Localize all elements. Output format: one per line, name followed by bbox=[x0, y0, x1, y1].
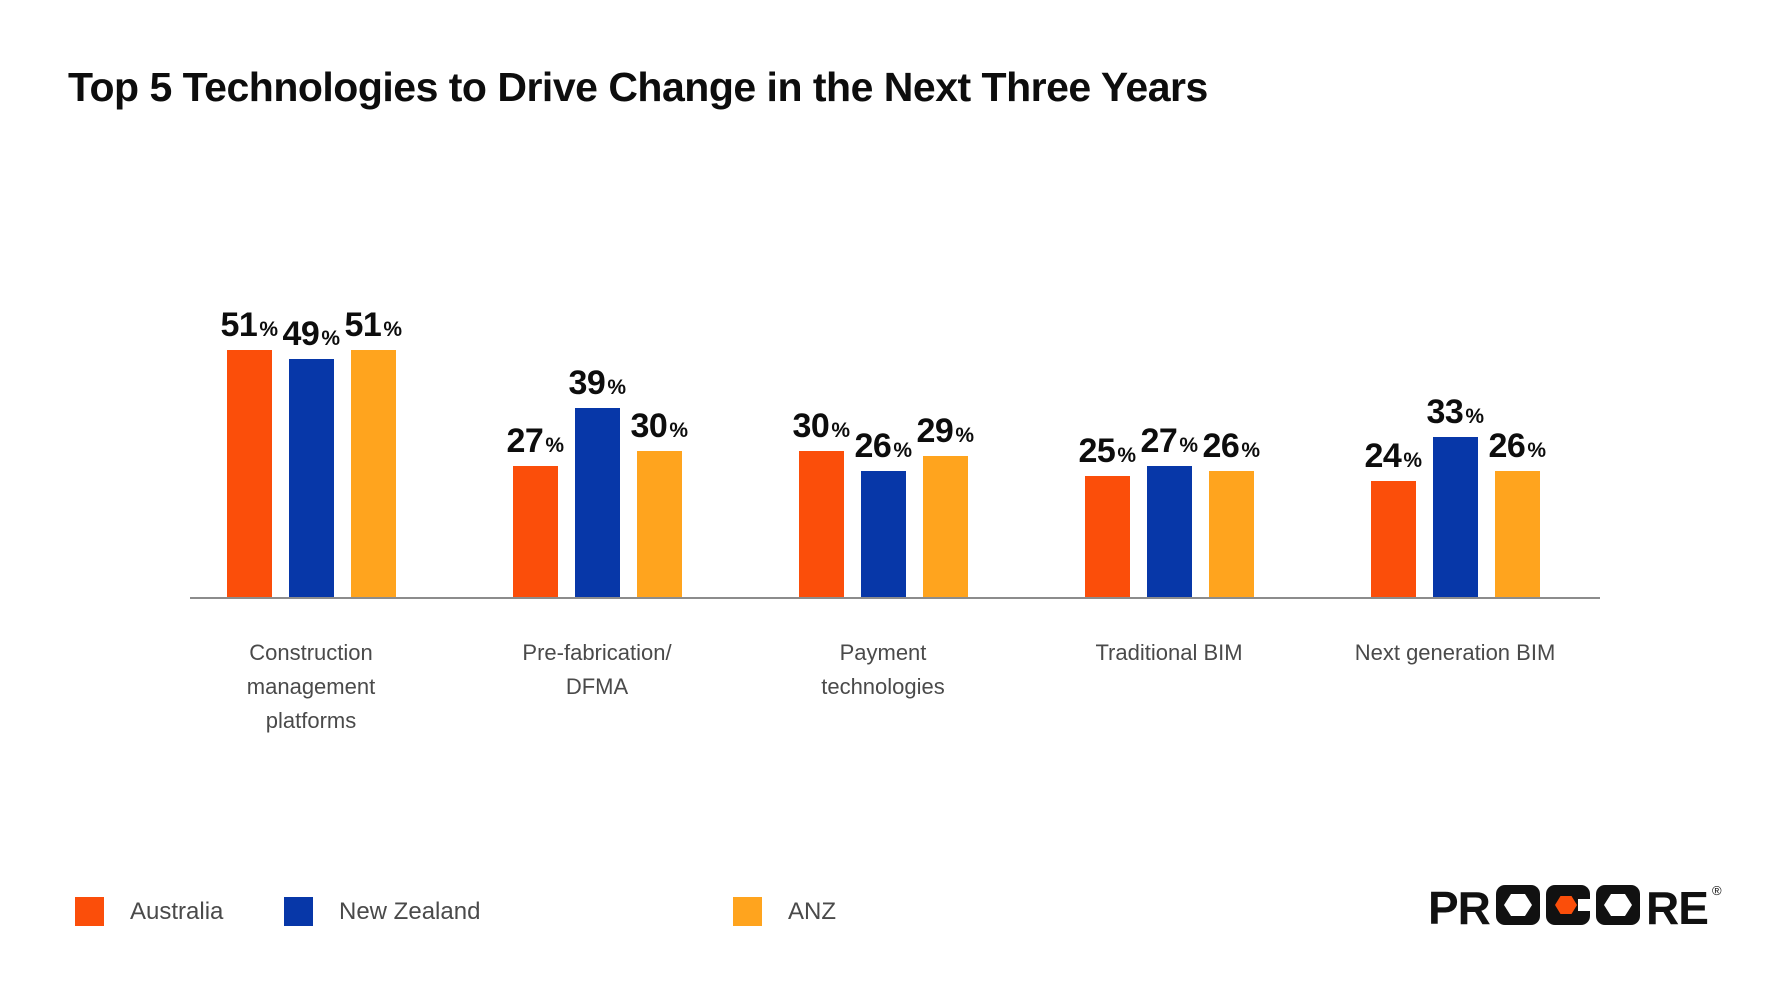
bar-australia bbox=[512, 466, 558, 597]
legend-item-australia: Australia bbox=[75, 897, 223, 926]
value-label: 30% bbox=[792, 406, 851, 445]
category-label: Traditional BIM bbox=[1095, 640, 1243, 665]
bar-cell: 27% bbox=[507, 422, 564, 597]
value-label: 39% bbox=[568, 363, 627, 402]
bar-group: 24% 33% 26% bbox=[1365, 393, 1546, 597]
bar-cell: 51% bbox=[345, 306, 402, 597]
bar-australia bbox=[798, 451, 844, 597]
bar-cell: 27% bbox=[1141, 422, 1198, 597]
legend-label: ANZ bbox=[788, 897, 836, 925]
bar-australia bbox=[1084, 476, 1130, 597]
bar-cell: 51% bbox=[221, 306, 278, 597]
legend-swatch-australia bbox=[75, 897, 104, 926]
bar-new-zealand bbox=[1432, 437, 1478, 597]
legend-swatch-new-zealand bbox=[284, 897, 313, 926]
bar-australia bbox=[226, 350, 272, 597]
legend-item-new-zealand: New Zealand bbox=[284, 897, 480, 926]
logo-letters-pr: PR bbox=[1428, 882, 1491, 932]
value-label: 29% bbox=[916, 411, 975, 450]
logo-registered-mark: ® bbox=[1712, 883, 1722, 898]
bar-anz bbox=[1494, 471, 1540, 597]
legend-item-anz: ANZ bbox=[733, 897, 836, 926]
page-title: Top 5 Technologies to Drive Change in th… bbox=[68, 64, 1208, 110]
logo-hex-o2-icon bbox=[1596, 885, 1640, 925]
logo-hex-c-icon bbox=[1546, 885, 1590, 925]
value-label: 51% bbox=[344, 305, 403, 344]
legend-swatch-anz bbox=[733, 897, 762, 926]
bar-cell: 30% bbox=[793, 407, 850, 597]
category-label: Pre-fabrication/DFMA bbox=[522, 640, 672, 699]
bar-cell: 24% bbox=[1365, 437, 1422, 597]
value-label: 49% bbox=[282, 314, 341, 353]
bar-cell: 30% bbox=[631, 407, 688, 597]
bar-anz bbox=[922, 456, 968, 597]
bar-group: 25% 27% 26% bbox=[1079, 422, 1260, 597]
bar-anz bbox=[636, 451, 682, 597]
logo-letters-re: RE bbox=[1646, 882, 1708, 932]
value-label: 26% bbox=[1488, 426, 1547, 465]
bar-cell: 25% bbox=[1079, 432, 1136, 597]
bar-cell: 39% bbox=[569, 364, 626, 597]
bar-anz bbox=[350, 350, 396, 597]
bar-cell: 26% bbox=[1203, 427, 1260, 597]
value-label: 30% bbox=[630, 406, 689, 445]
bar-group: 30% 26% 29% bbox=[793, 407, 974, 597]
value-label: 26% bbox=[854, 426, 913, 465]
bar-anz bbox=[1208, 471, 1254, 597]
bar-new-zealand bbox=[860, 471, 906, 597]
value-label: 24% bbox=[1364, 436, 1423, 475]
category-label: Construction management platforms bbox=[246, 640, 376, 733]
value-label: 25% bbox=[1078, 431, 1137, 470]
category-label: Next generation BIM bbox=[1354, 640, 1556, 665]
bar-cell: 26% bbox=[1489, 427, 1546, 597]
value-label: 26% bbox=[1202, 426, 1261, 465]
bar-cell: 49% bbox=[283, 315, 340, 597]
bar-cell: 33% bbox=[1427, 393, 1484, 597]
category-label: Payment technologies bbox=[821, 640, 945, 699]
legend-label: Australia bbox=[130, 897, 224, 925]
procore-logo: PR RE ® bbox=[1428, 880, 1728, 937]
logo-hex-o-icon bbox=[1496, 885, 1540, 925]
bar-group: 51% 49% 51% bbox=[221, 306, 402, 597]
value-label: 27% bbox=[506, 421, 565, 460]
x-axis-line bbox=[190, 597, 1600, 599]
bar-cell: 26% bbox=[855, 427, 912, 597]
value-label: 33% bbox=[1426, 392, 1485, 431]
bar-new-zealand bbox=[1146, 466, 1192, 597]
legend-label: New Zealand bbox=[339, 897, 481, 925]
bar-new-zealand bbox=[288, 359, 334, 597]
bar-australia bbox=[1370, 481, 1416, 597]
bar-group: 27% 39% 30% bbox=[507, 364, 688, 597]
procore-logo-image: PR RE ® bbox=[1428, 882, 1722, 934]
bar-cell: 29% bbox=[917, 412, 974, 597]
bar-new-zealand bbox=[574, 408, 620, 597]
value-label: 27% bbox=[1140, 421, 1199, 460]
value-label: 51% bbox=[220, 305, 279, 344]
